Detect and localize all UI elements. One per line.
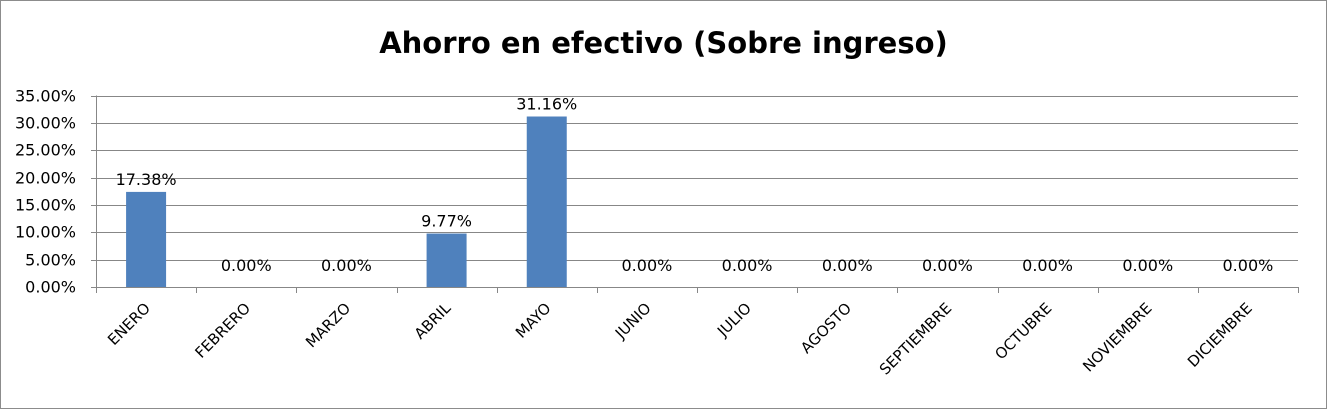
bar (426, 233, 467, 287)
data-label: 0.00% (822, 256, 873, 275)
y-tick-label: 0.00% (25, 278, 76, 297)
data-label: 0.00% (922, 256, 973, 275)
chart-title: Ahorro en efectivo (Sobre ingreso) (379, 26, 948, 60)
x-tick-label: FEBRERO (191, 299, 254, 362)
x-tick-label: SEPTIEMBRE (876, 299, 955, 378)
data-label: 0.00% (1223, 256, 1274, 275)
x-tick-label: ABRIL (411, 299, 455, 343)
y-tick-label: 5.00% (25, 251, 76, 270)
data-label: 0.00% (221, 256, 272, 275)
y-tick-label: 10.00% (15, 223, 76, 242)
data-label: 0.00% (622, 256, 673, 275)
x-axis-tick-labels: ENERO FEBRERO MARZO ABRIL MAYO JUNIO JULIO AGOS… (104, 299, 1256, 379)
y-axis-tick-labels: 0.00% 5.00% 10.00% 15.00% 20.00% 25.00% 30.00%… (15, 87, 76, 297)
x-tick-label: JULIO (713, 299, 755, 341)
data-label: 0.00% (1122, 256, 1173, 275)
x-tick-label: OCTUBRE (991, 299, 1055, 363)
y-tick-label: 30.00% (15, 114, 76, 133)
bar (526, 116, 567, 287)
x-tick-label: MAYO (512, 299, 555, 342)
x-tick-label: AGOSTO (797, 299, 855, 357)
data-label: 9.77% (421, 212, 472, 231)
bars (126, 116, 567, 287)
y-tick-label: 20.00% (15, 169, 76, 188)
axes (91, 95, 1299, 293)
bar (126, 191, 167, 287)
data-labels: 17.38% 0.00% 0.00% 9.77% 31.16% 0.00% 0.00% 0.0… (116, 95, 1274, 275)
x-tick-label: MARZO (302, 299, 354, 351)
x-tick-label: ENERO (104, 299, 154, 349)
y-tick-label: 25.00% (15, 141, 76, 160)
data-label: 0.00% (321, 256, 372, 275)
x-tick-label: JUNIO (611, 299, 655, 343)
data-label: 17.38% (116, 170, 177, 189)
x-tick-label: DICIEMBRE (1184, 299, 1256, 371)
data-label: 31.16% (516, 95, 577, 114)
data-label: 0.00% (1022, 256, 1073, 275)
y-tick-label: 35.00% (15, 87, 76, 106)
x-tick-label: NOVIEMBRE (1079, 299, 1155, 375)
y-tick-label: 15.00% (15, 196, 76, 215)
data-label: 0.00% (722, 256, 773, 275)
gridlines (91, 96, 1298, 261)
